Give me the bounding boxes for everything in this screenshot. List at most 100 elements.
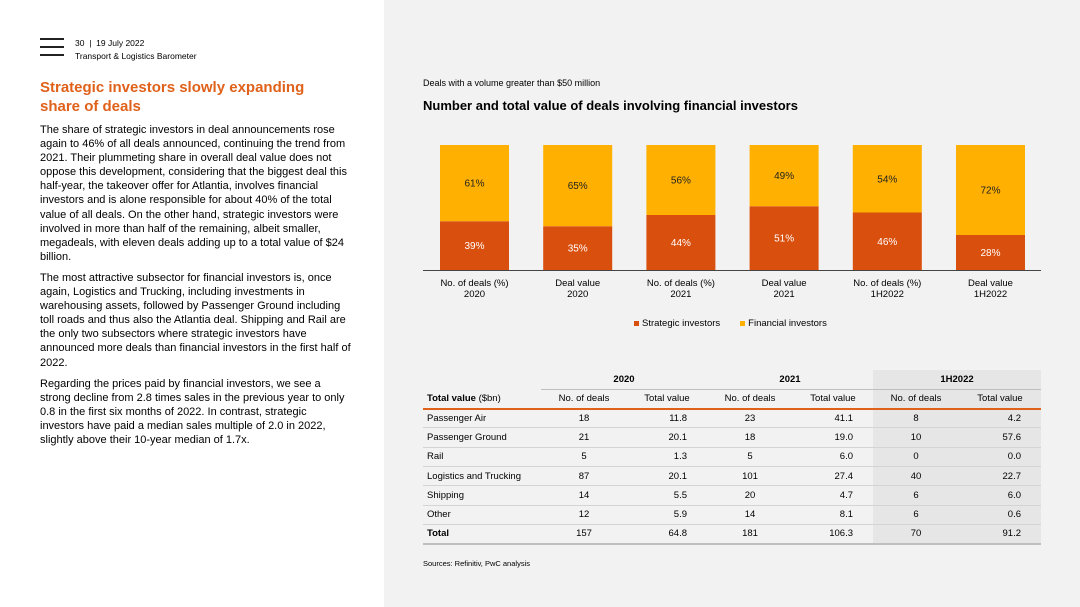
table-cell: 101 [707, 466, 793, 487]
table-cell: 18 [541, 408, 627, 429]
category-label: 2020 [464, 289, 485, 300]
table-row: Other 12 5.9 14 8.1 6 0.6 [423, 505, 1041, 525]
table-cell: 5 [707, 447, 793, 467]
menu-icon[interactable] [40, 38, 64, 56]
sources-note: Sources: Refinitiv, PwC analysis [423, 559, 530, 568]
table-cell: 20 [707, 485, 793, 506]
left-panel: 30 | 19 July 2022 Transport & Logistics … [0, 0, 384, 607]
table-cell: 6 [873, 485, 959, 506]
data-label: 44% [671, 238, 691, 249]
chart-subtitle: Deals with a volume greater than $50 mil… [423, 78, 601, 88]
bar-financial [440, 145, 509, 222]
category-label: No. of deals (%) [853, 278, 921, 289]
table-cell: 14 [541, 485, 627, 506]
row-label: Other [423, 505, 541, 525]
table-cell: 20.1 [627, 466, 707, 487]
table-header-row: Total value ($bn) No. of deals Total val… [423, 389, 1041, 410]
table-cell: 6.0 [793, 447, 873, 467]
category-label: 2021 [774, 289, 795, 300]
category-label: 2020 [567, 289, 588, 300]
bar-financial [852, 145, 922, 213]
bar-strategic [646, 215, 716, 270]
table-cell: 6 [873, 505, 959, 525]
data-label: 61% [464, 179, 484, 190]
data-label: 72% [980, 186, 1000, 197]
page-number: 30 [75, 38, 85, 48]
legend-label: Financial investors [748, 318, 827, 329]
table-cell: 0.6 [959, 505, 1041, 525]
bar-strategic [852, 212, 922, 270]
column-header: Total value [627, 389, 707, 410]
bar-strategic [543, 226, 613, 270]
category-label: Deal value [762, 278, 807, 289]
table-row: Shipping 14 5.5 20 4.7 6 6.0 [423, 485, 1041, 506]
column-header: No. of deals [541, 389, 627, 410]
group-2021: 2021 [707, 370, 873, 390]
chart-legend: Strategic investors Financial investors [634, 318, 827, 329]
data-label: 54% [877, 174, 897, 185]
bar-financial [646, 145, 716, 215]
table-cell: 1.3 [627, 447, 707, 467]
category-label: 2021 [670, 289, 691, 300]
row-label: Logistics and Trucking [423, 466, 541, 487]
bar-financial [749, 145, 819, 207]
table-cell: 106.3 [793, 524, 873, 545]
table-cell: 57.6 [959, 427, 1041, 448]
data-label: 46% [877, 237, 897, 248]
data-label: 65% [568, 181, 588, 192]
table-cell: 0 [873, 447, 959, 467]
row-header-label: Total value [427, 392, 476, 404]
bar-financial [543, 145, 613, 227]
table-cell: 18 [707, 427, 793, 448]
table-row: Logistics and Trucking 87 20.1 101 27.4 40 22.… [423, 466, 1041, 487]
header-meta: 30 | 19 July 2022 Transport & Logistics … [75, 37, 197, 63]
table-cell: 87 [541, 466, 627, 487]
row-label: Passenger Ground [423, 427, 541, 448]
chart-title: Number and total value of deals involvin… [423, 98, 798, 113]
legend-item-strategic: Strategic investors [634, 318, 720, 329]
bar-financial [956, 145, 1025, 235]
column-header: Total value [959, 389, 1041, 410]
table-group-row: 2020 2021 1H2022 [423, 370, 1041, 390]
row-header: Total value ($bn) [423, 389, 541, 410]
report-name: Transport & Logistics Barometer [75, 51, 197, 61]
row-label: Total [423, 524, 541, 545]
header-separator: | [89, 38, 92, 48]
data-label: 28% [980, 248, 1000, 259]
data-label: 39% [464, 241, 484, 252]
category-label: No. of deals (%) [647, 278, 715, 289]
table-cell: 6.0 [959, 485, 1041, 506]
row-label: Rail [423, 447, 541, 467]
table-cell: 41.1 [793, 408, 873, 429]
data-label: 49% [774, 171, 794, 182]
column-header: No. of deals [707, 389, 793, 410]
column-header: Total value [793, 389, 873, 410]
table-cell: 19.0 [793, 427, 873, 448]
table-cell: 11.8 [627, 408, 707, 429]
table-cell: 10 [873, 427, 959, 448]
table-cell: 27.4 [793, 466, 873, 487]
table-cell: 4.7 [793, 485, 873, 506]
paragraph: Regarding the prices paid by financial i… [40, 377, 345, 446]
table-cell: 64.8 [627, 524, 707, 545]
deals-table: 2020 2021 1H2022 Total value ($bn) No. o… [423, 370, 1041, 545]
category-label: No. of deals (%) [440, 278, 508, 289]
legend-item-financial: Financial investors [740, 318, 827, 329]
table-cell: 23 [707, 408, 793, 429]
row-label: Passenger Air [423, 408, 541, 429]
table-cell: 22.7 [959, 466, 1041, 487]
data-label: 51% [774, 234, 794, 245]
table-cell: 8 [873, 408, 959, 429]
table-cell: 20.1 [627, 427, 707, 448]
data-label: 35% [568, 244, 588, 255]
table-cell: 5.9 [627, 505, 707, 525]
paragraph: The share of strategic investors in deal… [40, 124, 347, 263]
row-header-unit: ($bn) [478, 392, 501, 404]
table-body: Passenger Air 18 11.8 23 41.1 8 4.2 Passenger G… [423, 408, 1041, 545]
table-cell: 157 [541, 524, 627, 545]
table-row: Passenger Air 18 11.8 23 41.1 8 4.2 [423, 408, 1041, 429]
table-cell: 21 [541, 427, 627, 448]
group-2020: 2020 [541, 370, 707, 390]
group-1h2022: 1H2022 [873, 370, 1041, 390]
